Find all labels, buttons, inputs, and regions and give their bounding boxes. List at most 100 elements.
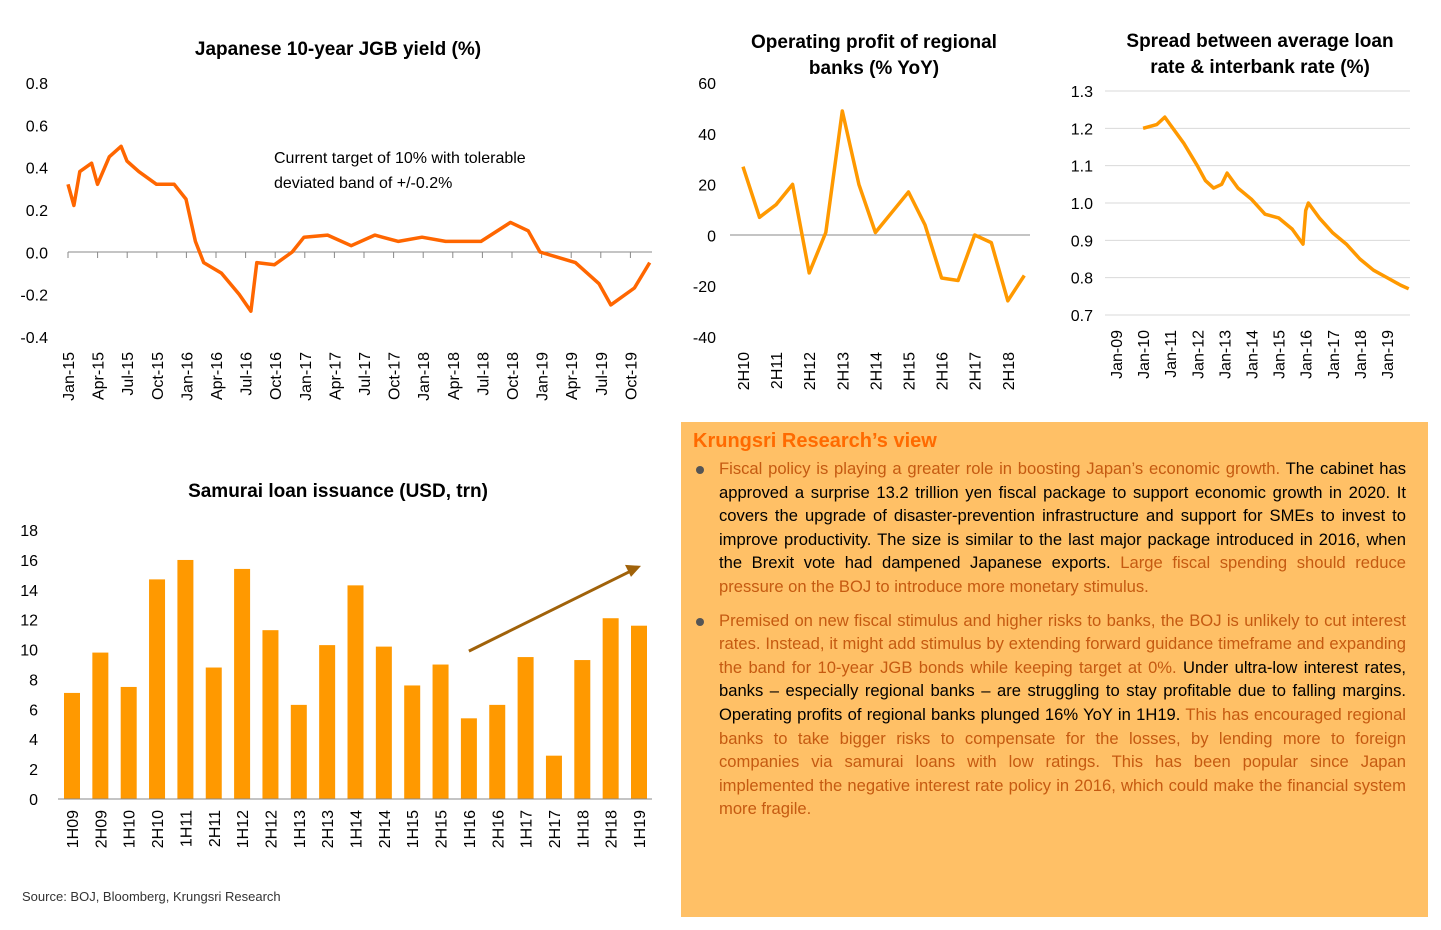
x-tick-label: 2H09 [93,810,110,848]
arrow-head-icon [625,564,641,577]
x-tick-label: 2H17 [547,810,564,848]
x-tick-label: 1H11 [178,810,195,847]
y-tick-label: 0.7 [1071,308,1093,325]
chart-title: rate & interbank rate (%) [1150,57,1370,78]
y-tick-label: 0.6 [26,118,48,135]
y-tick-label: 20 [698,178,716,195]
bar-1H17 [517,657,534,799]
x-tick-label: Jan-16 [1299,330,1316,379]
y-tick-label: 0.8 [26,76,48,93]
bar-1H15 [404,685,421,799]
x-tick-label: 1H18 [575,810,592,848]
bar-2H17 [545,755,562,799]
x-tick-label: 2H13 [320,810,337,848]
bar-2H16 [489,704,506,799]
body-text: The cabinet has approved a surprise 13.2… [719,459,1406,573]
x-tick-label: Jul-18 [475,352,492,396]
x-tick-label: Jan-10 [1136,330,1153,379]
y-tick-label: 0 [707,228,716,245]
bar-1H12 [234,568,251,799]
y-tick-label: 12 [20,613,38,630]
x-tick-label: Jan-19 [535,352,552,401]
bar-1H16 [460,718,477,799]
x-tick-label: 2H12 [802,352,819,390]
chart-title: banks (% YoY) [809,58,939,79]
x-tick-label: Oct-15 [150,352,167,400]
x-tick-label: 1H17 [519,810,536,848]
emphasis-text: Fiscal policy is playing a greater role … [719,459,1281,478]
operating-profit-line [741,109,1026,303]
x-tick-label: Oct-17 [387,352,404,400]
x-tick-label: Apr-17 [327,352,344,400]
y-tick-label: 0.2 [26,203,48,220]
x-tick-label: Jan-09 [1109,330,1126,379]
emphasis-text: This has encouraged regional banks to ta… [719,704,1406,819]
chart-title: Samurai loan issuance (USD, trn) [188,481,488,502]
trend-arrow [468,569,632,653]
bar-2H09 [92,652,109,799]
x-tick-label: 2H14 [377,810,394,848]
research-view-panel: Krungsri Research’s view Fiscal policy i… [681,422,1428,917]
y-tick-label: 0.9 [1071,233,1093,250]
bar-1H11 [177,559,194,799]
bar-1H09 [64,692,80,799]
x-tick-label: 1H09 [65,810,82,848]
emphasis-text: Large fiscal spending should reduce pres… [719,553,1406,596]
x-tick-label: 2H11 [769,352,786,389]
jgb-yield-chart: Japanese 10-year JGB yield (%) 0.8 0.6 0.4 0… [20,39,652,401]
x-tick-label: 1H10 [122,810,139,848]
x-tick-label: Apr-19 [564,352,581,400]
chart-annotation: Current target of 10% with tolerable [274,150,526,167]
x-tick-label: Jan-19 [1380,330,1397,379]
x-tick-label: 2H18 [1001,352,1018,390]
y-tick-label: 1.2 [1071,121,1093,138]
bullet-icon [696,466,704,474]
y-tick-label: 0.8 [1071,271,1093,288]
y-tick-label: 4 [29,732,38,749]
y-tick-label: 1.0 [1071,196,1093,213]
x-tick-label: 2H14 [868,352,885,390]
bar-1H13 [290,704,307,799]
bar-2H13 [319,645,336,799]
x-tick-label: 2H11 [207,810,224,847]
emphasis-text: Premised on new fiscal stimulus and high… [719,610,1406,677]
chart-annotation: deviated band of +/-0.2% [274,175,452,192]
x-tick-label: Jul-15 [120,352,137,396]
x-tick-label: 2H15 [902,352,919,390]
y-tick-label: 1.3 [1071,84,1093,101]
x-tick-label: 1H16 [462,810,479,848]
x-tick-label: Apr-16 [209,352,226,400]
bar-1H19 [631,625,647,799]
bar-2H12 [262,630,279,799]
x-tick-label: Jan-11 [1163,330,1180,378]
x-tick-label: 1H15 [405,810,422,848]
bar-1H14 [347,585,364,799]
x-tick-label: 2H16 [935,352,952,390]
y-tick-label: 14 [20,583,38,600]
x-tick-label: 2H13 [835,352,852,390]
y-tick-label: 0.0 [26,245,48,262]
x-tick-label: 2H10 [150,810,167,848]
chart-title: Spread between average loan [1126,31,1393,52]
y-tick-label: 40 [698,127,716,144]
x-tick-label: Oct-19 [623,352,640,400]
x-tick-label: 2H17 [968,352,985,390]
x-tick-label: Oct-18 [505,352,522,400]
y-tick-label: 16 [20,553,38,570]
x-tick-label: 2H12 [263,810,280,848]
x-tick-label: Apr-15 [91,352,108,400]
bar-2H15 [432,664,449,799]
bar-2H11 [205,667,222,799]
x-tick-label: Jul-16 [239,352,256,396]
chart-title: Operating profit of regional [751,32,997,53]
x-tick-label: 1H14 [349,810,366,848]
y-tick-label: 6 [29,702,38,719]
x-tick-label: Jan-15 [1272,330,1289,379]
x-tick-label: 2H18 [604,810,621,848]
y-tick-label: -0.2 [20,288,48,305]
view-bullet: Fiscal policy is playing a greater role … [693,457,1406,599]
x-tick-label: Jan-15 [61,352,78,401]
x-tick-label: 2H10 [736,352,753,390]
view-title: Krungsri Research’s view [693,430,937,452]
